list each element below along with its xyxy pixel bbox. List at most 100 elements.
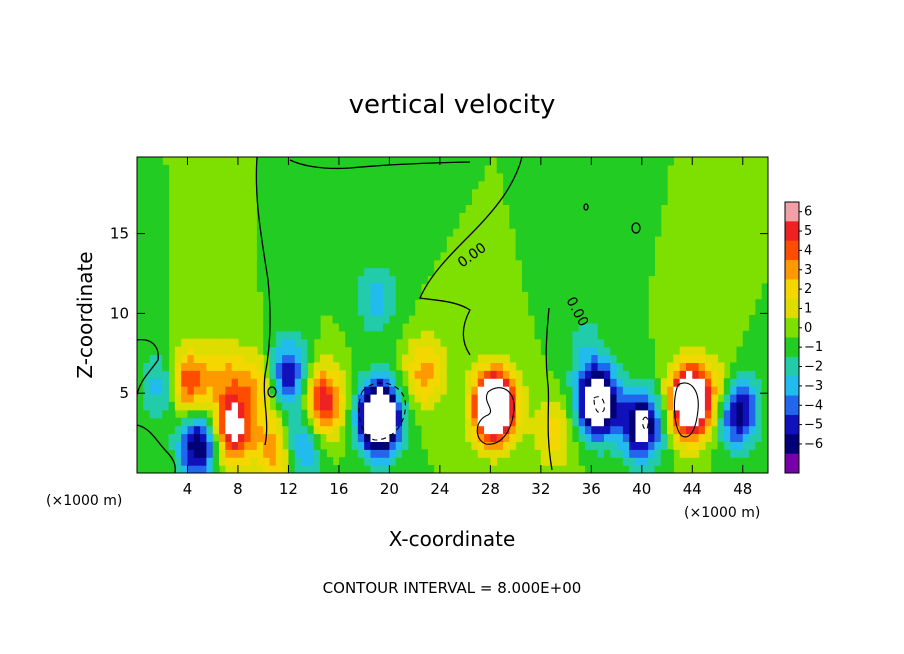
x-tick-label: 48 <box>733 480 752 498</box>
field-cell <box>345 180 353 190</box>
field-cell <box>345 315 353 324</box>
field-cell <box>294 330 302 340</box>
field-cell <box>187 401 195 411</box>
field-cell <box>313 157 321 166</box>
field-cell <box>275 362 283 371</box>
field-cell <box>294 307 302 316</box>
field-cell <box>313 449 321 458</box>
field-cell <box>357 362 365 371</box>
field-cell <box>250 370 258 379</box>
field-cell <box>458 157 466 166</box>
field-cell <box>402 251 409 261</box>
field-cell <box>351 386 359 395</box>
field-cell <box>559 386 567 395</box>
field-cell <box>364 441 372 450</box>
field-cell <box>269 457 277 466</box>
field-cell <box>345 275 353 284</box>
field-cell <box>137 449 144 458</box>
field-cell <box>420 378 428 387</box>
field-cell <box>338 188 346 198</box>
field-cell <box>528 212 536 221</box>
field-cell <box>540 267 548 277</box>
field-cell <box>736 465 744 473</box>
field-cell <box>345 307 353 316</box>
field-cell <box>553 307 561 316</box>
field-cell <box>225 457 233 466</box>
field-cell <box>749 394 756 403</box>
field-cell <box>490 386 498 395</box>
field-cell <box>200 362 208 371</box>
field-cell <box>357 267 365 277</box>
field-cell <box>578 315 586 324</box>
field-cell <box>269 307 277 316</box>
field-cell <box>585 299 592 308</box>
field-cell <box>635 243 643 253</box>
field-cell <box>282 291 290 300</box>
field-cell <box>427 196 435 205</box>
field-cell <box>376 228 384 237</box>
field-cell <box>275 465 283 473</box>
field-cell <box>484 401 491 411</box>
field-cell <box>370 212 378 221</box>
field-cell <box>376 346 384 356</box>
field-cell <box>559 449 567 458</box>
field-cell <box>742 354 750 363</box>
zero-contour-ring <box>631 222 641 234</box>
field-cell <box>622 457 630 466</box>
field-cell <box>591 457 599 466</box>
field-cell <box>547 212 555 221</box>
field-cell <box>641 417 649 427</box>
field-cell <box>301 322 308 332</box>
field-cell <box>717 409 725 419</box>
field-cell <box>301 409 308 419</box>
field-cell <box>307 251 315 261</box>
field-cell <box>162 449 170 458</box>
field-cell <box>307 315 315 324</box>
field-cell <box>137 433 144 442</box>
field-cell <box>250 465 258 473</box>
field-cell <box>187 457 195 466</box>
field-cell <box>294 251 302 261</box>
field-cell <box>641 275 649 284</box>
field-cell <box>338 291 346 300</box>
field-cell <box>193 457 201 466</box>
field-cell <box>370 196 378 205</box>
field-cell <box>711 409 719 419</box>
field-cell <box>402 425 409 435</box>
field-cell <box>402 164 409 174</box>
field-cell <box>256 425 264 435</box>
field-cell <box>521 220 529 229</box>
field-cell <box>534 172 542 182</box>
field-cell <box>761 401 768 411</box>
field-cell <box>408 378 416 387</box>
field-cell <box>610 354 618 363</box>
field-cell <box>389 236 397 245</box>
field-cell <box>364 354 372 363</box>
field-cell <box>585 275 592 284</box>
field-cell <box>502 196 510 205</box>
field-cell <box>711 449 719 458</box>
field-cell <box>187 370 195 379</box>
field-cell <box>376 386 384 395</box>
field-cell <box>200 386 208 395</box>
field-cell <box>282 275 290 284</box>
field-cell <box>288 433 296 442</box>
field-cell <box>572 425 580 435</box>
field-cell <box>446 204 454 213</box>
field-cell <box>376 433 384 442</box>
colorbar-label: 5 <box>804 224 812 239</box>
field-cell <box>319 164 327 174</box>
field-cell <box>528 157 536 166</box>
field-cell <box>635 401 643 411</box>
field-cell <box>641 291 649 300</box>
field-cell <box>521 401 529 411</box>
field-cell <box>389 172 397 182</box>
field-cell <box>597 259 605 269</box>
field-cell <box>351 338 359 348</box>
field-cell <box>559 409 567 419</box>
field-cell <box>572 322 580 332</box>
field-cell <box>345 204 353 213</box>
field-cell <box>143 346 151 356</box>
field-cell <box>427 212 435 221</box>
field-cell <box>256 465 264 473</box>
